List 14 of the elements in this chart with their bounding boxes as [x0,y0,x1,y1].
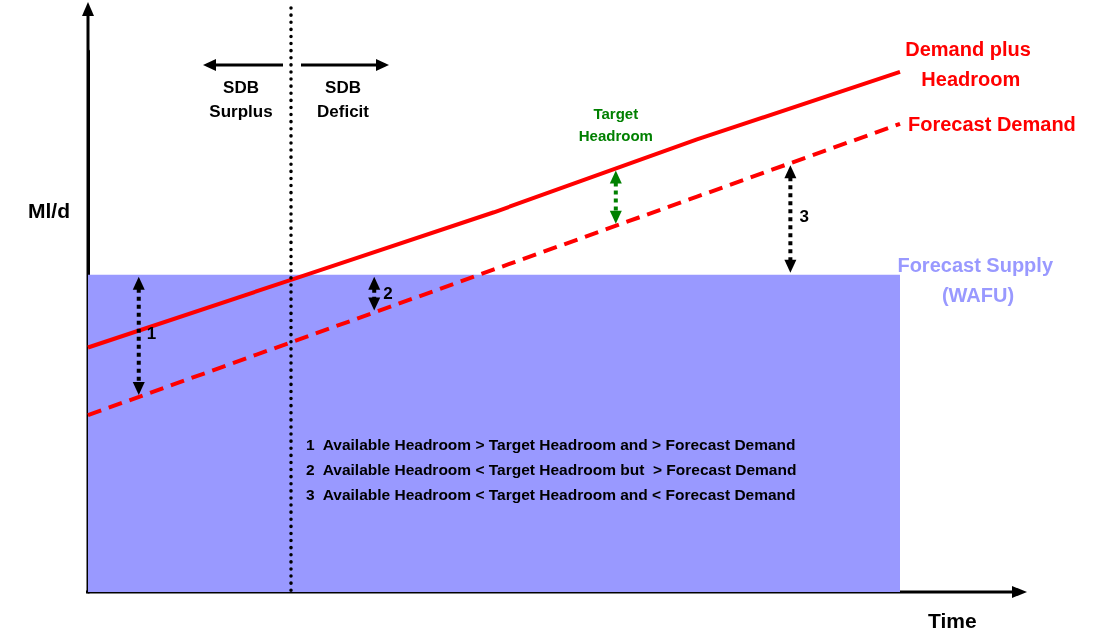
annotation: 2 [383,282,393,305]
annotation: Target Headroom [577,104,654,146]
x-axis-title: Time [928,609,977,632]
annotation: 3 [799,205,809,228]
annotation: 1 Available Headroom > Target Headroom and > Forecast Demand [306,435,796,455]
annotation: 1 [146,322,157,345]
annotation: 3 Available Headroom < Target Headroom and < Forecast Demand [306,485,796,505]
series-label: Demand plus Headroom [905,37,1031,90]
series-label: Forecast Supply (WAFU) [897,253,1059,306]
y-axis-title: Ml/d [28,199,70,222]
series-label: Forecast Demand [908,112,1076,135]
annotation: 2 Available Headroom < Target Headroom but > Forecast Demand [306,460,797,480]
annotation: SDB Deficit [316,77,370,123]
annotation: SDB Surplus [208,77,274,123]
